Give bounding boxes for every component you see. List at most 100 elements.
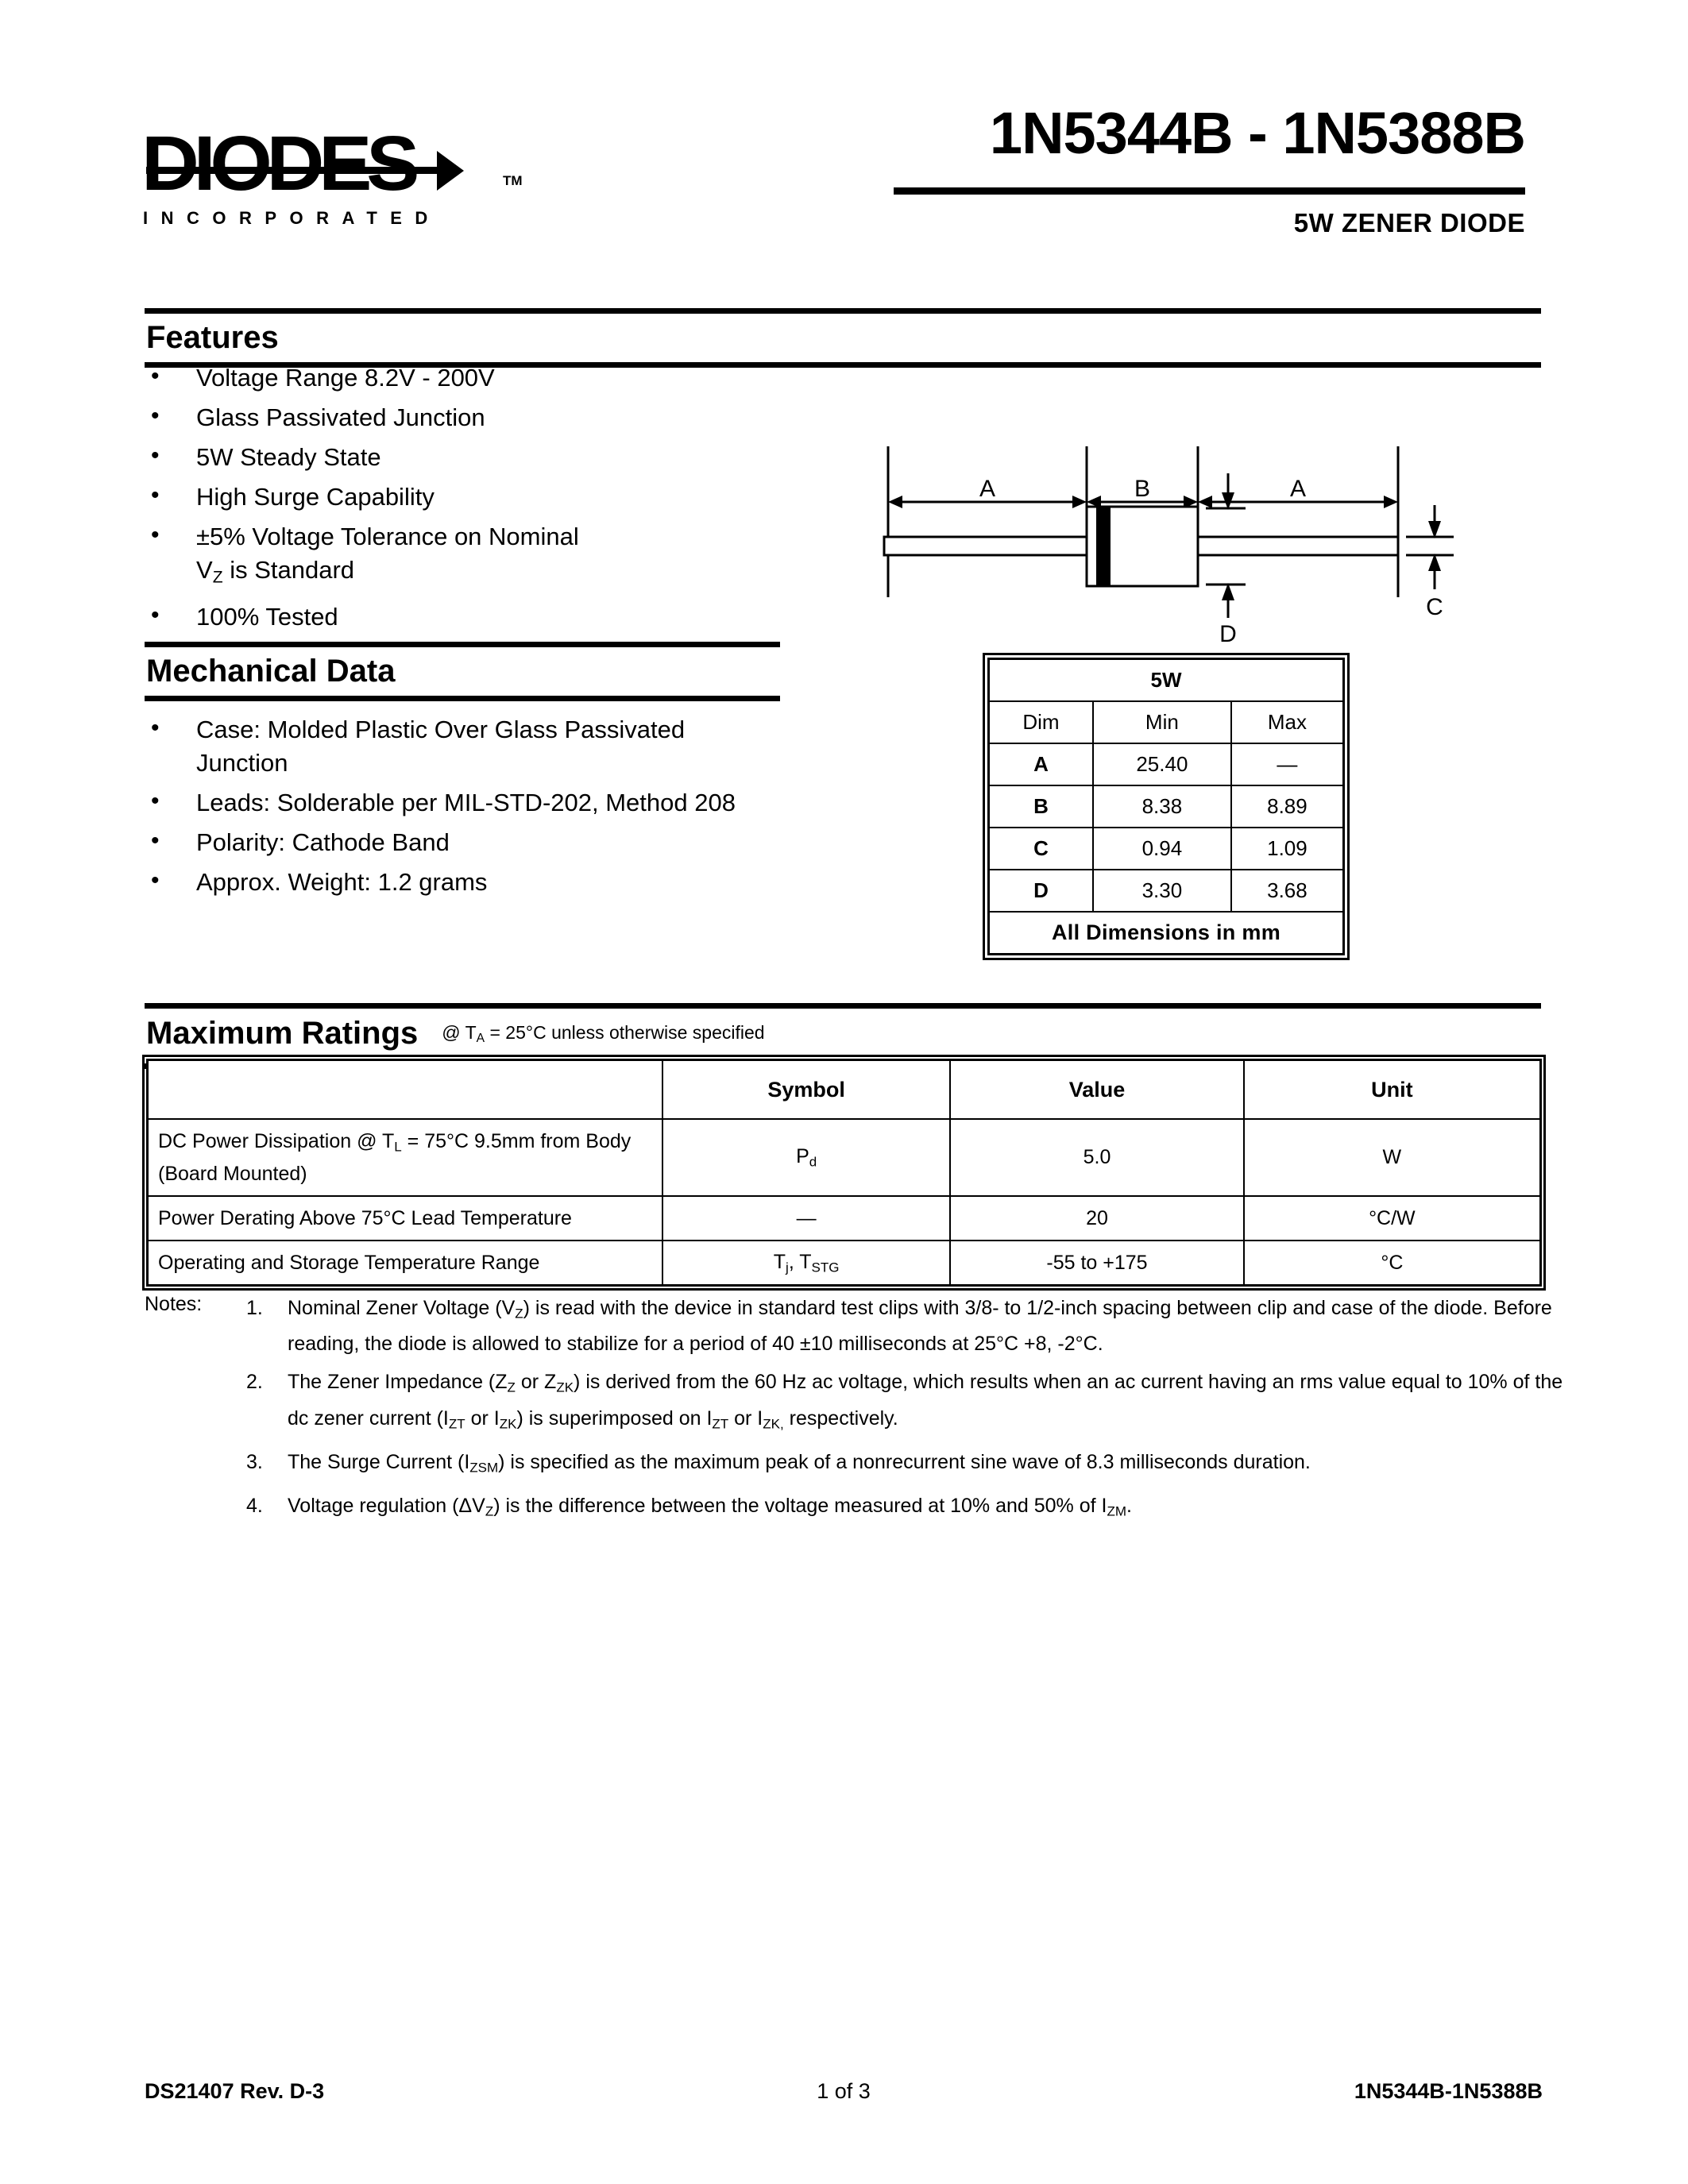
table-row: C 0.94 1.09 xyxy=(987,827,1345,870)
column-header-dim: Dim xyxy=(987,700,1094,744)
logo-trademark: TM xyxy=(503,173,523,188)
cell-symbol: — xyxy=(662,1195,952,1242)
table-row: All Dimensions in mm xyxy=(987,911,1345,955)
note-item: 1. Nominal Zener Voltage (VZ) is read wi… xyxy=(246,1293,1566,1359)
page-title: 1N5344B - 1N5388B xyxy=(989,100,1526,166)
list-item: Glass Passivated Junction xyxy=(145,399,780,434)
cell-description: Power Derating Above 75°C Lead Temperatu… xyxy=(146,1195,664,1242)
dim-table-title: 5W xyxy=(987,658,1345,702)
logo-arrow-bar-icon xyxy=(146,167,445,174)
features-rule-top xyxy=(145,308,1541,314)
cell-symbol: Pd xyxy=(662,1117,952,1198)
dim-label-a-right: A xyxy=(1290,476,1306,502)
note-number: 4. xyxy=(246,1495,263,1517)
page-header: DIODES TM INCORPORATED 1N5344B - 1N5388B… xyxy=(0,0,1688,270)
column-header-min: Min xyxy=(1091,700,1232,744)
cell-min: 3.30 xyxy=(1091,869,1232,913)
list-item: Leads: Solderable per MIL-STD-202, Metho… xyxy=(145,785,772,820)
list-item: Case: Molded Plastic Over Glass Passivat… xyxy=(145,712,772,780)
page-subtitle: 5W ZENER DIODE xyxy=(1293,208,1525,237)
dim-label-d: D xyxy=(1219,621,1237,647)
table-row: Symbol Value Unit xyxy=(146,1059,1542,1120)
features-heading: Features xyxy=(146,320,279,355)
cell-dim: D xyxy=(987,869,1094,913)
cell-min: 25.40 xyxy=(1091,743,1232,786)
mechanical-rule-top xyxy=(145,642,780,647)
list-item: Voltage Range 8.2V - 200V xyxy=(145,360,780,395)
footer-page-number: 1 of 3 xyxy=(817,2079,871,2103)
footer-part-number: 1N5344B-1N5388B xyxy=(1354,2079,1543,2103)
notes-label: Notes: xyxy=(145,1293,203,1315)
column-header-unit: Unit xyxy=(1242,1059,1542,1120)
table-row: Dim Min Max xyxy=(987,700,1345,744)
list-item: 100% Tested xyxy=(145,599,780,634)
note-text: Nominal Zener Voltage (VZ) is read with … xyxy=(288,1297,1552,1356)
column-header-value: Value xyxy=(949,1059,1245,1120)
table-row: Power Derating Above 75°C Lead Temperatu… xyxy=(146,1195,1542,1242)
list-item: Polarity: Cathode Band xyxy=(145,824,772,859)
cell-symbol: Tj, TSTG xyxy=(662,1240,952,1287)
note-number: 2. xyxy=(246,1371,263,1394)
note-text: The Zener Impedance (ZZ or ZZK) is deriv… xyxy=(288,1371,1563,1431)
table-row: D 3.30 3.68 xyxy=(987,869,1345,913)
list-item: High Surge Capability xyxy=(145,479,780,514)
mechanical-rule-bottom xyxy=(145,696,780,701)
table-row: DC Power Dissipation @ TL = 75°C 9.5mm f… xyxy=(146,1117,1542,1198)
notes-list: 1. Nominal Zener Voltage (VZ) is read wi… xyxy=(246,1293,1566,1526)
logo-subtext: INCORPORATED xyxy=(143,208,441,228)
column-header-max: Max xyxy=(1230,700,1345,744)
logo-wordmark: DIODES xyxy=(141,120,419,206)
table-row: B 8.38 8.89 xyxy=(987,785,1345,828)
table-row: Operating and Storage Temperature Range … xyxy=(146,1240,1542,1287)
table-row: 5W xyxy=(987,658,1345,702)
max-ratings-table: Symbol Value Unit DC Power Dissipation @… xyxy=(142,1054,1546,1291)
cell-max: — xyxy=(1230,743,1345,786)
note-number: 3. xyxy=(246,1450,263,1473)
cell-description: DC Power Dissipation @ TL = 75°C 9.5mm f… xyxy=(146,1117,664,1198)
cell-dim: C xyxy=(987,827,1094,870)
max-ratings-heading: Maximum Ratings xyxy=(146,1016,419,1051)
cell-unit: °C xyxy=(1242,1240,1542,1287)
note-item: 2. The Zener Impedance (ZZ or ZZK) is de… xyxy=(246,1367,1566,1439)
title-block: 1N5344B - 1N5388B xyxy=(731,100,1526,166)
title-underline xyxy=(894,187,1525,195)
logo-mark: DIODES TM xyxy=(141,125,539,202)
max-ratings-rule-top xyxy=(145,1003,1541,1009)
column-header-symbol: Symbol xyxy=(662,1059,952,1120)
mechanical-heading: Mechanical Data xyxy=(146,654,396,689)
logo-arrowhead-icon xyxy=(437,151,464,191)
mechanical-section-header: Mechanical Data xyxy=(145,642,780,701)
note-number: 1. xyxy=(246,1297,263,1319)
package-outline-drawing: A B A D xyxy=(858,413,1517,651)
cell-dim: B xyxy=(987,785,1094,828)
cell-unit: °C/W xyxy=(1242,1195,1542,1242)
cell-max: 1.09 xyxy=(1230,827,1345,870)
dimensions-table: 5W Dim Min Max A 25.40 — B 8.38 8.89 C 0… xyxy=(983,653,1350,960)
features-rule-bottom xyxy=(145,362,1541,368)
max-ratings-heading-row: Maximum Ratings @ TA = 25°C unless otherw… xyxy=(145,1009,1541,1063)
note-text: The Surge Current (IZSM) is specified as… xyxy=(288,1450,1311,1475)
cell-min: 8.38 xyxy=(1091,785,1232,828)
note-text: Voltage regulation (ΔVZ) is the differen… xyxy=(288,1495,1132,1519)
features-list: Voltage Range 8.2V - 200V Glass Passivat… xyxy=(145,360,780,640)
max-ratings-subheading: @ TA = 25°C unless otherwise specified xyxy=(442,1022,765,1045)
cell-value: 20 xyxy=(949,1195,1245,1242)
mechanical-list: Case: Molded Plastic Over Glass Passivat… xyxy=(145,712,772,905)
cell-unit: W xyxy=(1242,1117,1542,1198)
cell-max: 8.89 xyxy=(1230,785,1345,828)
cell-min: 0.94 xyxy=(1091,827,1232,870)
notes-section: Notes: 1. Nominal Zener Voltage (VZ) is … xyxy=(145,1293,1566,1534)
features-section-header: Features xyxy=(145,308,1541,368)
cell-dim: A xyxy=(987,743,1094,786)
table-row: A 25.40 — xyxy=(987,743,1345,786)
note-item: 4. Voltage regulation (ΔVZ) is the diffe… xyxy=(246,1491,1566,1526)
note-item: 3. The Surge Current (IZSM) is specified… xyxy=(246,1447,1566,1483)
dim-label-b: B xyxy=(1134,476,1150,502)
diodes-logo: DIODES TM xyxy=(141,125,570,202)
cell-value: 5.0 xyxy=(949,1117,1245,1198)
cell-value: -55 to +175 xyxy=(949,1240,1245,1287)
dim-table-footer: All Dimensions in mm xyxy=(987,911,1345,955)
dim-label-a-left: A xyxy=(979,476,995,502)
